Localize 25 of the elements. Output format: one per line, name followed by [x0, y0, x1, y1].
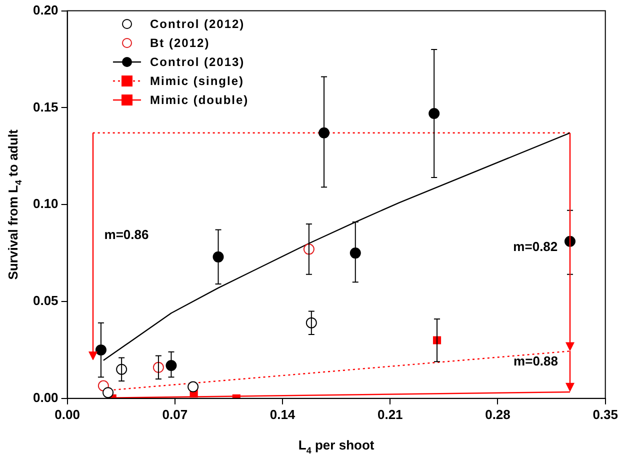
point [188, 381, 199, 392]
legend-label: Bt (2012) [150, 36, 210, 50]
x-tick-label: 0.28 [485, 406, 510, 422]
y-axis-title: Survival from L4 to adult [6, 128, 24, 280]
x-tick-label: 0.35 [592, 406, 618, 422]
x-tick-label: 0.14 [270, 406, 296, 422]
annotation: m=0.86 [104, 227, 149, 242]
y-tick-label: 0.10 [32, 196, 58, 212]
y-tick-label: 0.00 [32, 390, 58, 405]
legend-label: Control (2012) [150, 16, 245, 30]
legend-label: Control (2013) [150, 54, 245, 68]
legend-label: Mimic (single) [150, 74, 244, 88]
point [102, 387, 114, 398]
x-tick-label: 0.21 [377, 406, 403, 422]
y-tick-label: 0.20 [32, 2, 58, 18]
legend-label: Mimic (double) [150, 92, 249, 106]
annotation: m=0.82 [513, 238, 558, 254]
point [428, 108, 440, 120]
y-tick-label: 0.05 [32, 293, 58, 308]
x-tick-label: 0.07 [162, 406, 188, 422]
annotation: m=0.88 [514, 354, 558, 369]
y-tick-label: 0.15 [32, 99, 58, 114]
point [318, 127, 330, 138]
point [350, 248, 361, 259]
x-tick-label: 0.00 [54, 406, 80, 422]
